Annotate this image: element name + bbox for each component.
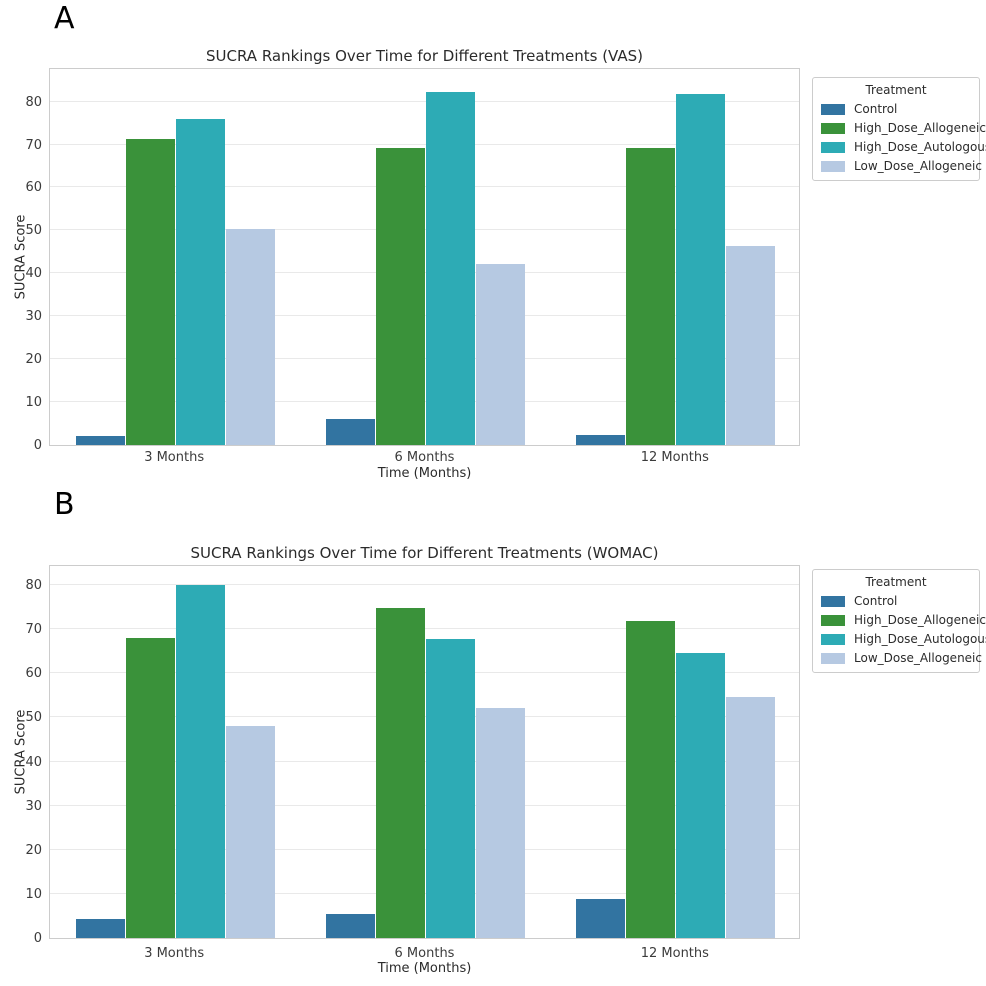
bar	[225, 726, 275, 938]
legend-swatch-icon	[821, 633, 845, 645]
bar	[376, 147, 425, 445]
gridline	[50, 143, 799, 145]
panel-label-a: A	[54, 1, 75, 36]
chart-a-plot-area	[49, 68, 800, 446]
bar	[326, 419, 375, 445]
y-tick-label: 20	[25, 352, 42, 368]
chart-a-y-axis-label: SUCRA Score	[13, 214, 29, 300]
bar	[426, 92, 475, 445]
y-tick-label: 30	[25, 798, 42, 814]
chart-a-title: SUCRA Rankings Over Time for Different T…	[206, 47, 643, 65]
gridline	[50, 583, 799, 585]
legend-swatch-icon	[821, 103, 845, 115]
y-tick-label: 0	[33, 931, 42, 946]
bar	[476, 264, 525, 445]
y-tick-label: 70	[25, 622, 42, 638]
legend-item: High_Dose_Allogeneic	[821, 613, 986, 627]
x-tick-label: 6 Months	[394, 450, 455, 465]
bar	[726, 245, 776, 445]
legend-label: High_Dose_Autologous	[854, 632, 986, 646]
bar	[75, 436, 125, 445]
y-tick-label: 30	[25, 309, 42, 325]
chart-a-y-axis-ticks: 0 10 20 30 40 50 60 70 80	[8, 68, 42, 453]
legend-title: Treatment	[865, 575, 927, 589]
chart-a-legend: Treatment Control High_Dose_Allogeneic High…	[812, 77, 986, 181]
bar	[175, 585, 225, 938]
bar	[75, 919, 125, 938]
x-tick-label: 6 Months	[394, 946, 455, 961]
chart-b-x-axis-ticks: 3 Months 6 Months 12 Months	[49, 943, 800, 961]
chart-b-x-axis-label: Time (Months)	[377, 961, 472, 976]
y-tick-label: 70	[25, 137, 42, 153]
legend-item: High_Dose_Autologous	[821, 140, 986, 154]
chart-b-title: SUCRA Rankings Over Time for Different T…	[190, 544, 659, 562]
y-tick-label: 20	[25, 842, 42, 858]
bar	[125, 638, 175, 938]
x-tick-label: 3 Months	[144, 946, 205, 961]
y-tick-label: 80	[25, 94, 42, 110]
chart-b-y-axis-label: SUCRA Score	[13, 709, 29, 795]
y-tick-label: 60	[25, 180, 42, 196]
legend-swatch-icon	[821, 652, 845, 664]
y-tick-label: 50	[25, 710, 42, 726]
bar	[476, 708, 525, 938]
bar	[175, 118, 225, 445]
bar	[576, 899, 626, 938]
bar	[726, 696, 776, 938]
y-tick-label: 0	[33, 438, 42, 453]
legend-item: Low_Dose_Allogeneic	[821, 159, 982, 173]
x-tick-label: 12 Months	[640, 450, 709, 465]
bar	[676, 94, 726, 445]
legend-swatch-icon	[821, 595, 845, 607]
x-tick-label: 3 Months	[144, 450, 205, 465]
bar	[426, 639, 475, 938]
y-tick-label: 10	[25, 395, 42, 411]
y-tick-label: 60	[25, 666, 42, 682]
chart-a-x-axis-ticks: 3 Months 6 Months 12 Months	[49, 447, 800, 465]
legend-item: Low_Dose_Allogeneic	[821, 651, 982, 665]
x-tick-label: 12 Months	[640, 946, 709, 961]
chart-b-legend: Treatment Control High_Dose_Allogeneic High…	[812, 569, 986, 673]
chart-b-plot-area	[49, 565, 800, 939]
bar	[376, 608, 425, 938]
legend-label: Control	[854, 594, 898, 608]
bar	[225, 228, 275, 445]
panel-label-b: B	[54, 487, 75, 522]
y-tick-label: 40	[25, 754, 42, 770]
bar	[576, 435, 626, 445]
legend-swatch-icon	[821, 614, 845, 626]
gridline	[50, 100, 799, 102]
bar	[326, 913, 375, 938]
legend-label: High_Dose_Allogeneic	[854, 613, 986, 627]
legend-item: Control	[821, 594, 971, 608]
legend-swatch-icon	[821, 141, 845, 153]
bar	[676, 652, 726, 938]
legend-item: High_Dose_Allogeneic	[821, 121, 986, 135]
bar	[626, 621, 676, 938]
chart-a-x-axis-label: Time (Months)	[377, 466, 472, 481]
legend-label: High_Dose_Allogeneic	[854, 121, 986, 135]
legend-title: Treatment	[865, 83, 927, 97]
legend-item: High_Dose_Autologous	[821, 632, 986, 646]
legend-label: Low_Dose_Allogeneic	[854, 159, 982, 173]
y-tick-label: 10	[25, 886, 42, 902]
chart-b-y-axis-ticks: 0 10 20 30 40 50 60 70 80	[8, 565, 42, 946]
y-tick-label: 40	[25, 266, 42, 282]
y-tick-label: 50	[25, 223, 42, 239]
legend-label: Control	[854, 102, 898, 116]
legend-label: High_Dose_Autologous	[854, 140, 986, 154]
legend-swatch-icon	[821, 160, 845, 172]
legend-item: Control	[821, 102, 971, 116]
legend-swatch-icon	[821, 122, 845, 134]
bar	[626, 147, 676, 445]
bar	[125, 139, 175, 445]
legend-label: Low_Dose_Allogeneic	[854, 651, 982, 665]
y-tick-label: 80	[25, 577, 42, 593]
